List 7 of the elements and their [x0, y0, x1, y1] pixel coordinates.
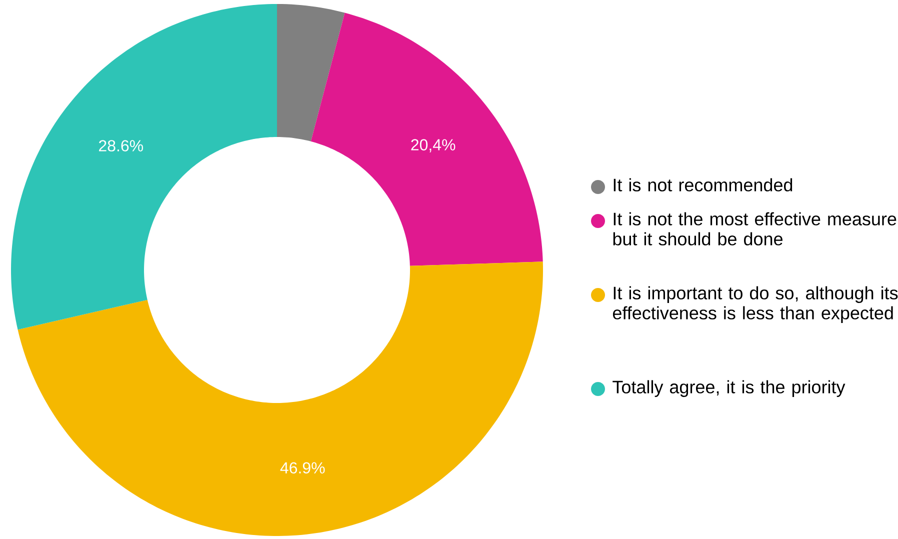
legend-label: Totally agree, it is the priority	[612, 380, 846, 397]
data-label: 20,4%	[411, 139, 456, 152]
legend-label: It is important to do so, although its effectiveness is less than expected	[612, 286, 898, 323]
data-label: 28.6%	[99, 140, 144, 152]
legend-label: It is not the most effective measure but it should be done	[613, 212, 896, 246]
legend-label: It is not recommended	[614, 178, 792, 192]
data-label: 46.9%	[280, 462, 325, 474]
